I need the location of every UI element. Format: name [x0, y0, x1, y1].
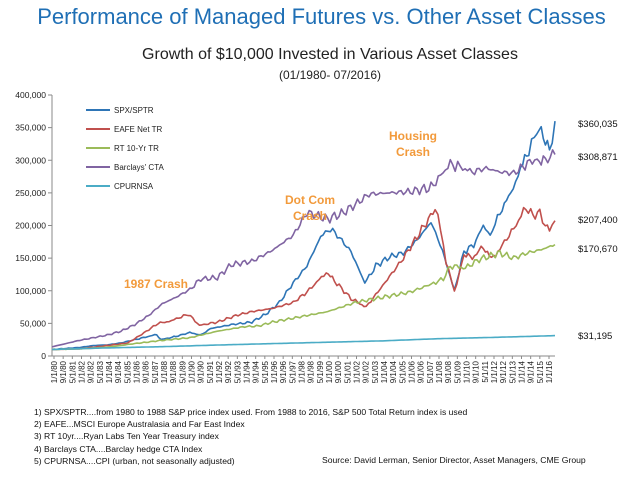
x-tick-label: 1/1/86	[133, 360, 142, 383]
x-tick-label: 9/1/90	[197, 360, 206, 383]
legend-label: SPX/SPTR	[114, 106, 154, 115]
x-tick-label: 1/1/06	[408, 360, 417, 383]
footnote-5: 5) CPURNSA....CPI (urban, not seasonally…	[34, 455, 235, 466]
x-tick-label: 1/1/04	[380, 360, 389, 383]
x-tick-label: 9/1/12	[499, 360, 508, 383]
x-tick-label: 1/1/08	[435, 360, 444, 383]
x-tick-label: 5/1/81	[68, 360, 77, 383]
x-tick-label: 5/1/85	[123, 360, 132, 383]
x-tick-label: 5/1/03	[371, 360, 380, 383]
x-tick-label: 9/1/08	[444, 360, 453, 383]
x-tick-label: 9/1/82	[87, 360, 96, 383]
eafe-line	[51, 206, 556, 351]
x-tick-label: 5/1/99	[316, 360, 325, 383]
x-tick-label: 5/1/91	[206, 360, 215, 383]
x-tick-label: 9/1/80	[59, 360, 68, 383]
spx-line	[51, 120, 556, 351]
x-tick-label: 5/1/13	[508, 360, 517, 383]
x-tick-label: 9/1/00	[334, 360, 343, 383]
cpi-line	[51, 334, 556, 351]
y-tick-label: 350,000	[15, 123, 46, 133]
x-tick-label: 1/1/16	[545, 360, 554, 383]
x-tick-label: 9/1/14	[527, 360, 536, 383]
x-tick-label: 9/1/96	[279, 360, 288, 383]
x-tick-label: 5/1/87	[151, 360, 160, 383]
end-label-spx: $360,035	[578, 119, 618, 130]
x-tick-label: 9/1/04	[389, 360, 398, 383]
end-label-cpi: $31,195	[578, 331, 613, 342]
x-tick-label: 9/1/02	[362, 360, 371, 383]
source-note: Source: David Lerman, Senior Director, A…	[322, 455, 586, 465]
y-tick-label: 250,000	[15, 188, 46, 198]
x-tick-label: 9/1/86	[142, 360, 151, 383]
end-label-cta: $308,871	[578, 152, 618, 163]
y-tick-label: 100,000	[15, 286, 46, 296]
x-tick-label: 9/1/06	[417, 360, 426, 383]
x-tick-label: 1/1/14	[518, 360, 527, 383]
y-tick-label: 200,000	[15, 221, 46, 231]
annotation-label: Crash	[293, 209, 327, 223]
footnote-2: 2) EAFE...MSCI Europe Australasia and Fa…	[34, 419, 245, 430]
cta-line	[51, 149, 556, 348]
x-tick-label: 1/1/84	[105, 360, 114, 383]
legend-label: RT 10-Yr TR	[114, 144, 159, 153]
x-tick-label: 1/1/82	[78, 360, 87, 383]
x-tick-label: 5/1/09	[453, 360, 462, 383]
x-tick-label: 1/1/92	[215, 360, 224, 383]
x-tick-label: 5/1/01	[343, 360, 352, 383]
x-tick-label: 9/1/10	[472, 360, 481, 383]
x-tick-label: 1/1/80	[50, 360, 59, 383]
x-tick-label: 5/1/15	[536, 360, 545, 383]
annotation-label: Housing	[389, 129, 437, 143]
x-tick-label: 1/1/90	[188, 360, 197, 383]
page-title: Performance of Managed Futures vs. Other…	[37, 4, 606, 29]
footnote-3: 3) RT 10yr....Ryan Labs Ten Year Treasur…	[34, 431, 219, 442]
x-tick-label: 1/1/88	[160, 360, 169, 383]
chart-subtitle: Growth of $10,000 Invested in Various As…	[142, 46, 518, 63]
x-tick-label: 1/1/96	[270, 360, 279, 383]
y-tick-label: 300,000	[15, 155, 46, 165]
x-tick-label: 9/1/98	[307, 360, 316, 383]
footnotes: 1) SPX/SPTR....from 1980 to 1988 S&P pri…	[34, 406, 467, 467]
legend-label: EAFE Net TR	[114, 125, 163, 134]
x-tick-label: 1/1/12	[490, 360, 499, 383]
rt-line	[51, 243, 556, 351]
x-tick-label: 5/1/07	[426, 360, 435, 383]
x-tick-label: 1/1/10	[463, 360, 472, 383]
annotation-label: 1987 Crash	[124, 277, 188, 291]
x-tick-label: 5/1/93	[233, 360, 242, 383]
x-tick-label: 1/1/00	[325, 360, 334, 383]
legend-label: CPURNSA	[114, 182, 154, 191]
x-tick-label: 5/1/89	[178, 360, 187, 383]
y-tick-label: 50,000	[20, 318, 46, 328]
x-tick-label: 5/1/83	[96, 360, 105, 383]
footnote-4: 4) Barclays CTA....Barclay hedge CTA Ind…	[34, 443, 203, 454]
x-tick-label: 9/1/94	[252, 360, 261, 383]
y-tick-label: 150,000	[15, 253, 46, 263]
annotation-label: Crash	[396, 145, 430, 159]
x-tick-label: 1/1/98	[298, 360, 307, 383]
annotation-label: Dot Com	[285, 193, 335, 207]
x-tick-label: 1/1/94	[243, 360, 252, 383]
x-tick-label: 5/1/11	[481, 360, 490, 382]
footnote-1: 1) SPX/SPTR....from 1980 to 1988 S&P pri…	[34, 407, 468, 417]
legend-label: Barclays' CTA	[114, 163, 164, 172]
x-tick-label: 5/1/95	[261, 360, 270, 383]
y-tick-label: 0	[41, 351, 46, 361]
y-tick-label: 400,000	[15, 90, 46, 100]
x-tick-label: 9/1/84	[114, 360, 123, 383]
chart-period: (01/1980- 07/2016)	[278, 68, 382, 82]
end-label-eafe: $207,400	[578, 215, 618, 226]
x-tick-label: 5/1/05	[398, 360, 407, 383]
x-tick-label: 9/1/88	[169, 360, 178, 383]
x-tick-label: 5/1/97	[288, 360, 297, 383]
end-label-rt: $170,670	[578, 244, 618, 255]
x-tick-label: 9/1/92	[224, 360, 233, 383]
x-tick-label: 1/1/02	[353, 360, 362, 383]
